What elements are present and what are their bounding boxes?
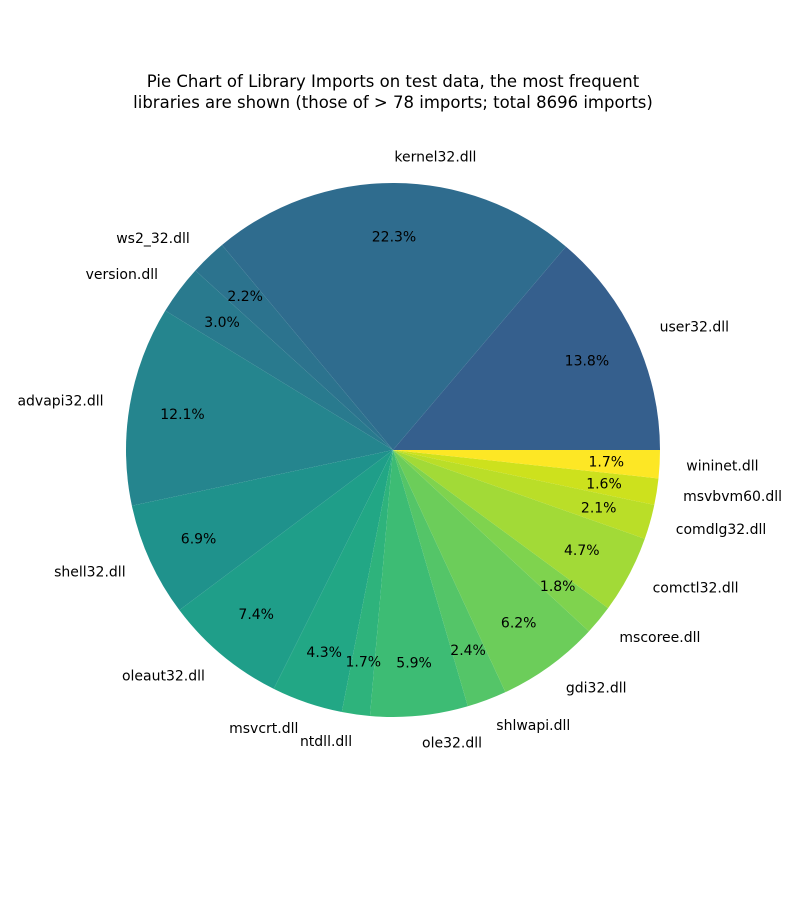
pie-slice-msvcrt-dll (273, 450, 393, 713)
slice-label: msvcrt.dll (229, 721, 298, 737)
slice-label: advapi32.dll (17, 394, 103, 410)
slice-percent-label: 4.3% (306, 645, 342, 661)
pie-slice-shlwapi-dll (393, 450, 506, 707)
pie-slice-kernel32-dll (221, 183, 566, 450)
pie-slice-comctl32-dll (393, 450, 645, 609)
slice-percent-label: 6.2% (501, 616, 537, 632)
slice-label: wininet.dll (686, 459, 758, 475)
pie-slice-ntdll-dll (341, 450, 393, 717)
chart-subtitle: libraries are shown (those of > 78 impor… (133, 93, 653, 112)
slice-percent-label: 2.2% (227, 289, 263, 305)
chart-title: Pie Chart of Library Imports on test dat… (147, 72, 640, 91)
pie-slice-ws2-32-dll (195, 244, 393, 450)
pie-slice-advapi32-dll (126, 310, 393, 506)
slice-label: user32.dll (660, 320, 729, 336)
pie-slice-gdi32-dll (393, 450, 589, 693)
pie-slice-ole32-dll (369, 450, 468, 718)
slice-percent-label: 5.9% (396, 656, 432, 672)
slice-percent-label: 1.7% (346, 655, 382, 671)
slice-percent-label: 2.4% (450, 643, 486, 659)
slice-percent-label: 6.9% (181, 531, 217, 547)
slice-percent-label: 22.3% (372, 229, 416, 245)
slice-percent-label: 7.4% (238, 607, 274, 623)
slice-label: shell32.dll (54, 565, 126, 581)
pie-slice-user32-dll (393, 246, 660, 450)
slice-label: comctl32.dll (653, 580, 739, 596)
slice-label: msvbvm60.dll (683, 489, 782, 505)
slice-label: gdi32.dll (566, 680, 627, 696)
pie-slice-msvbvm60-dll (393, 450, 659, 505)
slice-label: kernel32.dll (394, 149, 476, 165)
slice-percent-label: 3.0% (204, 315, 240, 331)
slice-label: version.dll (86, 267, 158, 283)
pie-slice-shell32-dll (131, 450, 393, 611)
slice-label: comdlg32.dll (676, 522, 767, 538)
slice-label: ntdll.dll (300, 734, 352, 750)
slice-percent-label: 4.7% (564, 543, 600, 559)
slice-label: ole32.dll (422, 735, 482, 751)
slice-percent-label: 1.6% (586, 476, 622, 492)
slice-percent-label: 12.1% (160, 407, 204, 423)
pie-slices (126, 183, 660, 718)
slice-percent-label: 1.8% (540, 579, 576, 595)
slice-label: mscoree.dll (619, 630, 700, 646)
slice-label: oleaut32.dll (122, 669, 205, 685)
slice-label: ws2_32.dll (116, 231, 190, 247)
pie-labels: user32.dll 13.8% kernel32.dll 22.3% ws2_32.d… (17, 149, 782, 751)
slice-label: shlwapi.dll (496, 718, 570, 734)
pie-slice-version-dll (165, 270, 393, 450)
pie-slice-mscoree-dll (393, 450, 609, 632)
pie-slice-comdlg32-dll (393, 450, 655, 539)
slice-percent-label: 1.7% (589, 454, 625, 470)
slice-percent-label: 13.8% (565, 353, 609, 369)
pie-slice-wininet-dll (393, 450, 660, 479)
slice-percent-label: 2.1% (581, 501, 617, 517)
pie-slice-oleaut32-dll (179, 450, 393, 689)
